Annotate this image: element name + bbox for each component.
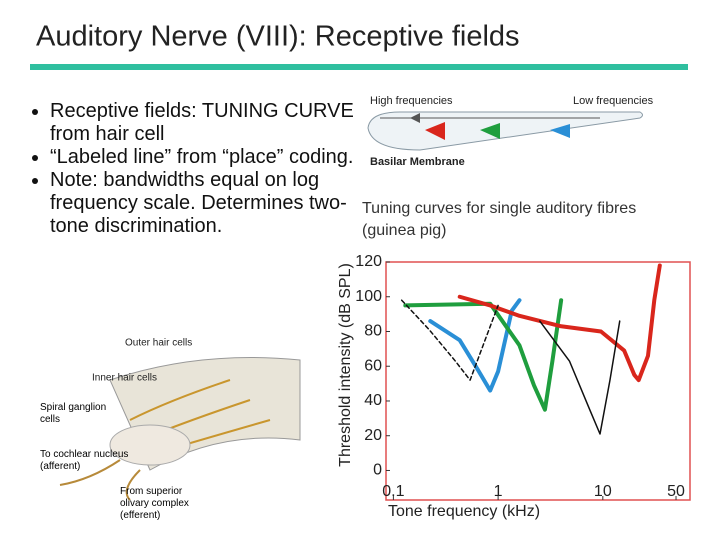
y-tick-label: 100 bbox=[355, 288, 382, 305]
afferent-label: To cochlear nucleus (afferent) bbox=[40, 449, 129, 472]
outer-hair-label: Outer hair cells bbox=[125, 338, 192, 349]
bullet: Receptive fields: TUNING CURVE from hair… bbox=[50, 100, 380, 146]
chart-title: Tuning curves for single auditory fibres… bbox=[362, 200, 637, 239]
bullet: Note: bandwidths equal on log frequency … bbox=[50, 169, 380, 238]
tuning-curve bbox=[428, 298, 522, 393]
membrane-label: Basilar Membrane bbox=[370, 156, 465, 168]
plot-frame bbox=[385, 261, 691, 501]
y-axis-label: Threshold intensity (dB SPL) bbox=[337, 263, 354, 467]
ganglion-label: Spiral ganglion cells bbox=[40, 402, 107, 425]
basilar-membrane-diagram: High frequencies Low frequencies Basilar… bbox=[367, 95, 654, 168]
high-label: High frequencies bbox=[370, 95, 453, 107]
y-tick-label: 40 bbox=[364, 392, 382, 409]
chart-title-box: Tuning curves for single auditory fibres… bbox=[362, 200, 637, 239]
tuning-curve bbox=[539, 320, 621, 435]
tuning-curve bbox=[400, 299, 499, 381]
y-tick-label: 60 bbox=[364, 357, 382, 374]
afferent-box: To cochlear nucleus (afferent) bbox=[40, 449, 129, 472]
x-tick-label: 1 bbox=[494, 483, 503, 500]
ganglion-box: Spiral ganglion cells bbox=[40, 402, 107, 425]
y-tick-label: 80 bbox=[364, 323, 382, 340]
hair-cell-diagram bbox=[59, 357, 301, 501]
tuning-curve bbox=[403, 298, 564, 412]
bullet-list: Receptive fields: TUNING CURVE from hair… bbox=[18, 100, 380, 238]
title-rule bbox=[30, 64, 688, 70]
efferent-box: From superior olivary complex (efferent) bbox=[120, 486, 189, 521]
y-tick-label: 0 bbox=[373, 462, 382, 479]
efferent-label: From superior olivary complex (efferent) bbox=[120, 486, 189, 521]
x-tick-label: 0.1 bbox=[382, 483, 404, 500]
bullet: “Labeled line” from “place” coding. bbox=[50, 146, 380, 169]
inner-hair-label: Inner hair cells bbox=[92, 373, 157, 384]
y-tick-label: 120 bbox=[355, 253, 382, 270]
slide-title: Auditory Nerve (VIII): Receptive fields bbox=[36, 21, 520, 53]
x-axis-label: Tone frequency (kHz) bbox=[388, 503, 540, 520]
y-tick-label: 20 bbox=[364, 427, 382, 444]
x-tick-label: 50 bbox=[667, 483, 685, 500]
low-label: Low frequencies bbox=[573, 95, 654, 107]
tuning-curve bbox=[457, 263, 662, 383]
x-tick-label: 10 bbox=[594, 483, 612, 500]
